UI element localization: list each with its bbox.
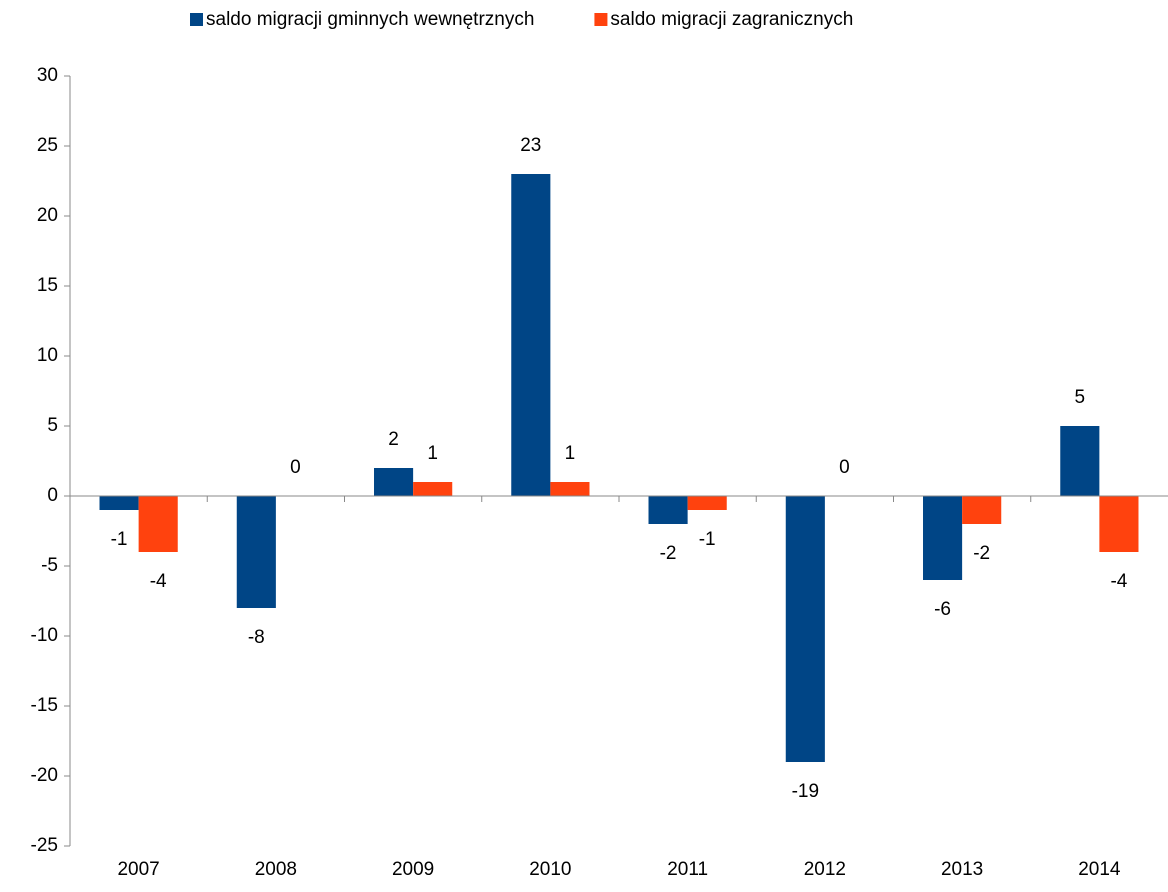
bar	[923, 496, 963, 580]
bar	[413, 482, 453, 496]
y-tick-label: 30	[37, 65, 58, 86]
data-label: 23	[520, 135, 541, 156]
y-tick-label: -15	[31, 695, 58, 716]
data-label: 5	[1075, 387, 1086, 408]
bar	[687, 496, 727, 510]
y-tick-label: 10	[37, 345, 58, 366]
y-tick-label: 25	[37, 135, 58, 156]
y-tick-label: -25	[31, 835, 58, 856]
data-label: -4	[1110, 571, 1127, 592]
data-label: 0	[290, 457, 301, 478]
y-tick-label: 5	[47, 415, 58, 436]
bar	[511, 174, 551, 496]
y-tick-label: 0	[47, 485, 58, 506]
x-tick-label: 2008	[255, 859, 297, 880]
data-label: -1	[111, 529, 128, 550]
data-label: 2	[388, 429, 399, 450]
y-tick-label: -10	[31, 625, 58, 646]
legend: saldo migracji gminnych wewnętrznych sald…	[190, 9, 853, 30]
x-tick-label: 2014	[1078, 859, 1121, 880]
y-tick-label: -20	[31, 765, 58, 786]
data-label: -4	[150, 571, 167, 592]
bar	[374, 468, 414, 496]
x-tick-label: 2009	[392, 859, 434, 880]
bar	[1099, 496, 1139, 552]
x-tick-label: 2011	[667, 859, 708, 880]
bar	[1060, 426, 1100, 496]
bar	[99, 496, 139, 510]
bar	[236, 496, 276, 608]
x-tick-label: 2010	[529, 859, 571, 880]
bar	[138, 496, 178, 552]
data-label: -2	[660, 543, 677, 564]
data-label: 1	[565, 443, 576, 464]
x-tick-label: 2007	[117, 859, 159, 880]
bar	[785, 496, 825, 762]
y-tick-label: 15	[37, 275, 58, 296]
data-label: -2	[973, 543, 990, 564]
bar	[550, 482, 590, 496]
x-tick-label: 2013	[941, 859, 983, 880]
bar	[962, 496, 1002, 524]
data-label: -6	[934, 599, 951, 620]
legend-label: saldo migracji gminnych wewnętrznych	[206, 9, 534, 30]
data-label: 1	[427, 443, 438, 464]
legend-swatch	[190, 13, 203, 26]
legend-swatch	[594, 13, 608, 26]
x-tick-label: 2012	[804, 859, 846, 880]
bar	[648, 496, 688, 524]
legend-label: saldo migracji zagranicznych	[610, 9, 853, 30]
y-tick-label: -5	[41, 555, 58, 576]
data-label: 0	[839, 457, 850, 478]
y-tick-label: 20	[37, 205, 58, 226]
data-label: -8	[248, 627, 265, 648]
data-label: -1	[699, 529, 716, 550]
data-label: -19	[792, 781, 819, 802]
